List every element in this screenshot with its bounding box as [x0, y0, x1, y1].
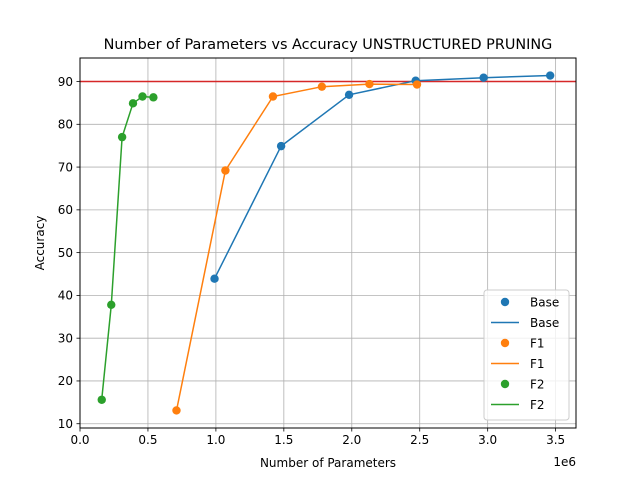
legend-label-f2-marker: F2 — [530, 377, 545, 391]
data-point-f2 — [117, 132, 127, 142]
x-axis-label: Number of Parameters — [260, 456, 396, 470]
x-tick-label: 2.5 — [410, 433, 429, 447]
data-point-f2 — [97, 395, 106, 404]
chart-title: Number of Parameters vs Accuracy UNSTRUC… — [104, 37, 553, 53]
data-point-f1 — [365, 79, 374, 89]
data-point-f1 — [317, 82, 327, 91]
data-point-f1 — [221, 166, 230, 175]
data-point-f2 — [128, 99, 138, 108]
y-tick-label: 20 — [58, 374, 73, 388]
y-tick-label: 30 — [58, 331, 73, 345]
series-layer — [97, 71, 555, 415]
series-line-base — [213, 74, 551, 280]
data-point-f2 — [138, 92, 147, 101]
legend-label-f1-marker: F1 — [530, 336, 545, 350]
y-tick-label: 70 — [58, 160, 73, 174]
y-tick-label: 40 — [58, 289, 73, 303]
data-point-f1 — [172, 406, 181, 415]
y-tick-label: 10 — [58, 417, 73, 431]
axis-ticks: 0.0 0.5 1.0 1.5 2.0 2.5 3.0 3.5 10 20 30 40 50 60 70 80… — [58, 75, 565, 447]
data-point-f2 — [107, 300, 116, 310]
data-point-base — [276, 141, 286, 151]
x-tick-label: 0.0 — [70, 433, 89, 447]
legend-marker-f1 — [500, 338, 510, 348]
y-tick-label: 80 — [58, 118, 73, 132]
legend-label-f1-line: F1 — [530, 357, 545, 371]
y-tick-label: 50 — [58, 246, 73, 260]
data-point-f1 — [268, 92, 278, 101]
x-tick-label: 1.0 — [206, 433, 225, 447]
data-point-base — [210, 274, 219, 283]
data-point-base — [545, 71, 555, 80]
y-tick-label: 90 — [58, 75, 73, 89]
y-axis-label: Accuracy — [33, 216, 47, 271]
data-point-base — [344, 90, 354, 99]
series-line-f1 — [175, 83, 418, 411]
legend-label-f2-line: F2 — [530, 398, 545, 412]
plot-frame — [79, 57, 577, 429]
x-axis-multiplier: 1e6 — [553, 455, 576, 469]
x-tick-label: 2.0 — [342, 433, 361, 447]
data-point-f1 — [412, 80, 422, 89]
legend-marker-f2 — [500, 379, 510, 389]
x-tick-label: 3.5 — [546, 433, 565, 447]
legend-frame — [483, 289, 570, 421]
x-tick-label: 0.5 — [138, 433, 157, 447]
legend-label-base-marker: Base — [530, 295, 559, 309]
legend-marker-base — [500, 297, 510, 307]
x-tick-label: 1.5 — [274, 433, 293, 447]
data-point-base — [479, 73, 488, 82]
legend-label-base-line: Base — [530, 316, 559, 330]
y-tick-label: 60 — [58, 203, 73, 217]
data-point-f2 — [149, 93, 158, 102]
legend: Base Base F1 F1 F2 F2 — [483, 289, 570, 421]
x-tick-label: 3.0 — [478, 433, 497, 447]
